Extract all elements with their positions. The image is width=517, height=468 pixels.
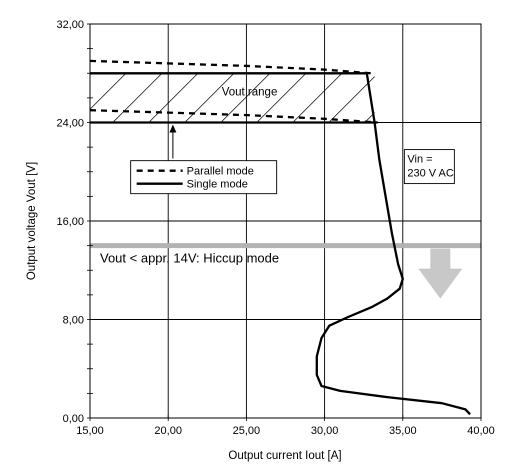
y-axis-title: Output voltage Vout [V]	[26, 162, 38, 280]
y-tick-label: 16,00	[56, 216, 84, 228]
x-tick-label: 35,00	[389, 425, 417, 437]
parallel-mode-line	[89, 109, 378, 124]
hatch-line	[148, 73, 199, 123]
vout-range-pointer-head	[169, 124, 177, 133]
hiccup-down-arrow	[418, 248, 463, 299]
x-tick-label: 40,00	[467, 425, 495, 437]
hatch-line	[90, 73, 127, 110]
vout-range-label: Vout range	[222, 86, 278, 98]
y-tick-label: 0,00	[63, 413, 84, 425]
x-tick-label: 25,00	[233, 425, 261, 437]
y-tick-label: 8,00	[63, 315, 84, 327]
hatch-line	[112, 73, 163, 123]
hatch-line	[292, 73, 343, 123]
x-tick-label: 15,00	[76, 425, 104, 437]
legend-label: Single mode	[187, 179, 248, 191]
y-tick-label: 24,00	[56, 118, 84, 130]
parallel-mode-line	[89, 59, 372, 75]
hatch-line	[220, 73, 271, 123]
legend-box	[130, 160, 278, 195]
hatch-line	[256, 73, 307, 123]
single-mode-line	[90, 72, 471, 416]
hatch-line	[328, 76, 375, 123]
hatch-line	[90, 73, 91, 74]
x-tick-label: 20,00	[154, 425, 182, 437]
hiccup-label: Vout < appr. 14V: Hiccup mode	[100, 251, 279, 266]
x-axis-title: Output current Iout [A]	[228, 450, 341, 462]
vin-annotation-line1: Vin =	[407, 154, 432, 166]
x-tick-label: 30,00	[311, 425, 339, 437]
y-tick-label: 32,00	[56, 19, 84, 31]
vin-annotation-box	[403, 149, 455, 185]
hiccup-threshold-band	[90, 243, 481, 249]
vin-annotation-line2: 230 V AC	[407, 168, 454, 180]
plot-area: Vout range Vin = 230 V AC Vout < appr. 14V:…	[56, 19, 495, 437]
legend-label: Parallel mode	[187, 166, 254, 178]
